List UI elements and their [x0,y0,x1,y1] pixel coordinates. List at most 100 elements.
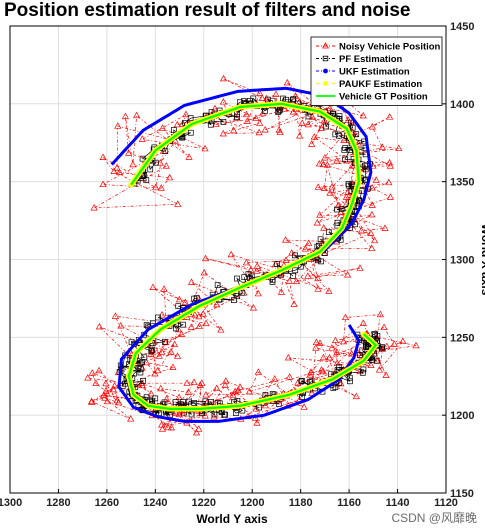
data-point [233,410,239,417]
data-point [234,386,242,394]
data-point [227,250,235,258]
data-point [255,128,263,136]
data-point [191,295,198,302]
data-point [359,369,366,376]
data-point [360,366,367,373]
data-point [275,401,282,407]
data-point [143,394,150,401]
data-point [202,319,210,327]
data-point [367,229,375,236]
data-point [167,423,176,431]
data-point [195,425,203,432]
data-point [286,373,294,380]
data-point [151,369,159,377]
data-point [314,257,321,264]
data-point [325,287,333,294]
data-point [152,159,159,166]
x-tick-label: 1280 [46,497,70,509]
data-point [274,261,281,268]
legend-marker [323,68,328,74]
data-point [117,321,125,329]
data-point [334,206,340,213]
data-point [328,344,336,351]
data-point [359,319,367,326]
data-point [298,119,306,126]
data-point [99,180,107,188]
data-point [219,98,227,105]
data-point [152,395,159,402]
data-point [242,258,250,266]
data-point [173,352,182,359]
data-point [386,162,394,169]
y-axis-label: World X axis [479,224,485,296]
data-point [282,256,290,263]
data-point [129,160,137,168]
y-tick-label: 1400 [450,99,474,111]
data-point [277,288,285,295]
data-point [332,384,339,390]
data-point [213,300,221,308]
data-point [179,134,185,141]
data-point [337,379,345,387]
data-point [180,321,186,328]
data-point [140,378,146,384]
data-point [127,415,135,422]
data-point [342,156,348,163]
legend-label: PF Estimation [339,54,403,65]
data-point [368,244,376,251]
data-point [316,211,324,218]
data-point [157,184,165,191]
data-point [283,78,291,86]
data-point [141,171,148,178]
data-point [330,111,337,117]
data-point [114,122,122,129]
data-point [256,119,264,126]
data-point [368,184,376,191]
data-point [276,128,284,135]
data-point [304,272,312,279]
data-point [99,153,107,161]
data-point [84,373,92,381]
data-point [148,348,155,355]
data-point [395,144,403,152]
data-point [149,346,155,353]
data-point [149,283,157,290]
data-point [135,402,142,408]
data-point [143,322,150,329]
legend-item: PF Estimation [316,54,403,65]
data-point [174,200,182,207]
data-point [195,322,204,329]
data-point [353,131,360,138]
data-point [368,210,376,218]
data-point [236,383,244,390]
data-point [182,110,190,118]
data-point [336,132,342,139]
data-point [359,111,367,119]
data-point [185,398,192,405]
data-point [290,96,297,103]
data-point [201,144,209,152]
data-point [390,340,398,347]
legend-item: PAUKF Estimation [316,79,422,90]
data-point [304,120,312,128]
data-point [170,340,179,348]
data-point [308,140,316,147]
legend-marker [322,55,329,62]
data-point [333,359,341,367]
data-point [110,167,118,175]
series-line [127,102,377,410]
data-point [386,193,395,200]
data-point [199,310,207,317]
data-point [261,125,269,133]
legend-label: PAUKF Estimation [339,79,422,90]
data-point [319,160,327,168]
x-tick-label: 1240 [143,497,167,509]
data-point [256,404,262,411]
data-point [192,428,201,436]
data-point [336,113,343,119]
data-point [363,344,369,350]
data-point [137,369,144,376]
data-point [373,357,380,364]
